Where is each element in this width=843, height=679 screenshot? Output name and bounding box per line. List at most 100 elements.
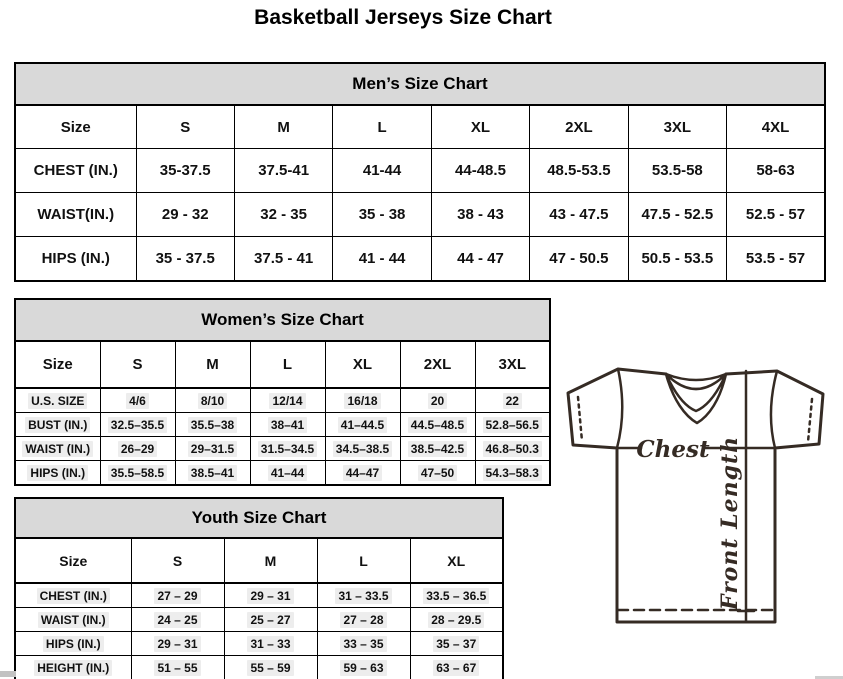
youth-row-label: HEIGHT (IN.) [14, 655, 132, 679]
womens-size-cell: 20 [399, 387, 476, 413]
womens-size-cell: 22 [474, 387, 551, 413]
youth-size-cell: 35 – 37 [409, 631, 504, 656]
mens-size-cell: 44-48.5 [430, 148, 531, 193]
womens-row-label: BUST (IN.) [14, 412, 101, 437]
womens-row-label: HIPS (IN.) [14, 460, 101, 486]
womens-column-header: M [174, 340, 251, 389]
womens-size-cell: 41–44.5 [324, 412, 401, 437]
womens-size-cell: 46.8–50.3 [474, 436, 551, 461]
jersey-outline [566, 367, 825, 624]
mens-size-cell: 29 - 32 [135, 192, 235, 237]
youth-size-cell: 31 – 33 [223, 631, 318, 656]
womens-size-cell: 44–47 [324, 460, 401, 486]
youth-size-cell: 27 – 29 [130, 582, 225, 608]
womens-size-cell: 26–29 [99, 436, 176, 461]
womens-table-row: BUST (IN.) 32.5–35.5 35.5–38 38–41 41–44.5 44… [14, 412, 551, 437]
womens-size-cell: 35.5–38 [174, 412, 251, 437]
youth-size-cell: 31 – 33.5 [316, 582, 411, 608]
mens-size-cell: 58-63 [726, 148, 826, 193]
womens-size-cell: 41–44 [249, 460, 326, 486]
youth-column-header: S [130, 537, 225, 584]
mens-column-header: Size [14, 104, 137, 149]
womens-size-cell: 35.5–58.5 [99, 460, 176, 486]
mens-size-cell: 41 - 44 [332, 236, 432, 282]
youth-table-title: Youth Size Chart [14, 497, 504, 539]
horizontal-scrollbar-fragment-right[interactable] [815, 676, 843, 679]
youth-size-cell: 29 – 31 [223, 582, 318, 608]
youth-size-cell: 25 – 27 [223, 607, 318, 632]
mens-table-row: CHEST (IN.) 35-37.5 37.5-41 41-44 44-48.5 48.… [14, 148, 826, 193]
youth-column-header: M [223, 537, 318, 584]
youth-column-header-row: Size S M L XL [14, 537, 504, 584]
womens-row-label: WAIST (IN.) [14, 436, 101, 461]
womens-column-header: 2XL [399, 340, 476, 389]
womens-size-cell: 8/10 [174, 387, 251, 413]
youth-size-cell: 55 – 59 [223, 655, 318, 679]
youth-size-cell: 63 – 67 [409, 655, 504, 679]
mens-column-header-row: Size S M L XL 2XL 3XL 4XL [14, 104, 826, 149]
youth-column-header: XL [409, 537, 504, 584]
youth-size-table: Youth Size Chart Size S M L XL CHEST (IN.) 27 … [14, 497, 504, 679]
womens-size-cell: 54.3–58.3 [474, 460, 551, 486]
womens-column-header: Size [14, 340, 101, 389]
mens-size-cell: 32 - 35 [233, 192, 334, 237]
youth-row-label: HIPS (IN.) [14, 631, 132, 656]
youth-size-cell: 28 – 29.5 [409, 607, 504, 632]
mens-column-header: M [233, 104, 334, 149]
jersey-cuff-stitch-right [806, 397, 814, 444]
mens-size-cell: 35-37.5 [135, 148, 235, 193]
page-title: Basketball Jerseys Size Chart [254, 6, 552, 29]
womens-size-cell: 38.5–41 [174, 460, 251, 486]
mens-row-label: WAIST(IN.) [14, 192, 137, 237]
mens-column-header: XL [430, 104, 531, 149]
youth-table-row: WAIST (IN.) 24 – 25 25 – 27 27 – 28 28 – 29.… [14, 607, 504, 632]
horizontal-scrollbar-fragment-left[interactable] [0, 671, 16, 677]
youth-size-cell: 33.5 – 36.5 [409, 582, 504, 608]
youth-row-label: CHEST (IN.) [14, 582, 132, 608]
mens-row-label: HIPS (IN.) [14, 236, 137, 282]
mens-size-cell: 37.5-41 [233, 148, 334, 193]
womens-size-table: Women’s Size Chart Size S M L XL 2XL 3XL U.S. S… [14, 298, 551, 486]
mens-size-cell: 52.5 - 57 [726, 192, 826, 237]
mens-size-cell: 50.5 - 53.5 [627, 236, 728, 282]
mens-row-label: CHEST (IN.) [14, 148, 137, 193]
mens-table-row: WAIST(IN.) 29 - 32 32 - 35 35 - 38 38 - 43 43… [14, 192, 826, 237]
mens-size-cell: 47 - 50.5 [529, 236, 629, 282]
womens-size-cell: 44.5–48.5 [399, 412, 476, 437]
jersey-measurement-diagram: Chest Front Length [566, 367, 825, 624]
womens-table-title: Women’s Size Chart [14, 298, 551, 342]
womens-size-cell: 16/18 [324, 387, 401, 413]
mens-column-header: 2XL [529, 104, 629, 149]
womens-size-cell: 29–31.5 [174, 436, 251, 461]
womens-size-cell: 32.5–35.5 [99, 412, 176, 437]
mens-size-cell: 43 - 47.5 [529, 192, 629, 237]
womens-column-header: L [249, 340, 326, 389]
womens-size-cell: 47–50 [399, 460, 476, 486]
youth-size-cell: 24 – 25 [130, 607, 225, 632]
womens-size-cell: 31.5–34.5 [249, 436, 326, 461]
mens-table-row: HIPS (IN.) 35 - 37.5 37.5 - 41 41 - 44 44 - … [14, 236, 826, 282]
mens-size-table: Men’s Size Chart Size S M L XL 2XL 3XL 4XL CHEST… [14, 62, 826, 282]
mens-table-title: Men’s Size Chart [14, 62, 826, 106]
mens-size-cell: 53.5 - 57 [726, 236, 826, 282]
jersey-armhole-seam-right [769, 369, 779, 450]
front-length-label: Front Length [717, 436, 743, 611]
womens-column-header: S [99, 340, 176, 389]
womens-row-label: U.S. SIZE [14, 387, 101, 413]
womens-table-row: U.S. SIZE 4/6 8/10 12/14 16/18 20 22 [14, 387, 551, 413]
womens-size-cell: 52.8–56.5 [474, 412, 551, 437]
youth-size-cell: 33 – 35 [316, 631, 411, 656]
womens-table-row: HIPS (IN.) 35.5–58.5 38.5–41 41–44 44–47 47–5… [14, 460, 551, 486]
youth-column-header: Size [14, 537, 132, 584]
womens-size-cell: 12/14 [249, 387, 326, 413]
womens-size-cell: 4/6 [99, 387, 176, 413]
mens-size-cell: 44 - 47 [430, 236, 531, 282]
mens-column-header: 3XL [627, 104, 728, 149]
womens-column-header: XL [324, 340, 401, 389]
womens-column-header: 3XL [474, 340, 551, 389]
mens-size-cell: 41-44 [332, 148, 432, 193]
womens-size-cell: 34.5–38.5 [324, 436, 401, 461]
mens-size-cell: 47.5 - 52.5 [627, 192, 728, 237]
womens-table-header-band: Women’s Size Chart [14, 298, 551, 342]
